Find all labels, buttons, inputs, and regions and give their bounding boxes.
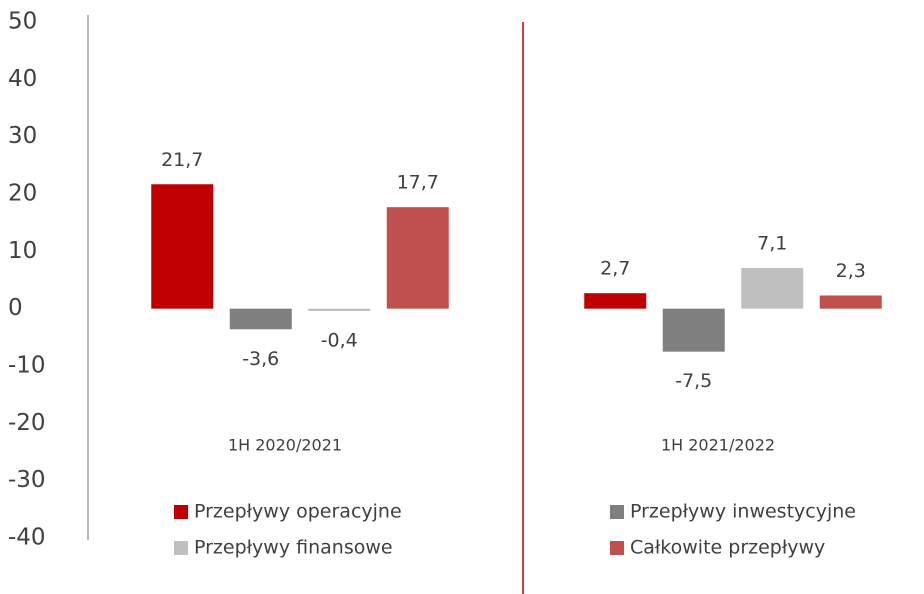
- y-tick-label: 20: [8, 181, 37, 207]
- y-tick-label: 40: [8, 66, 37, 92]
- legend-label: Przepływy finansowe: [194, 537, 393, 559]
- bar: [308, 308, 371, 311]
- bar: [151, 184, 214, 309]
- value-label: 2,7: [600, 258, 630, 280]
- value-label: 2,3: [836, 260, 866, 282]
- bar: [819, 295, 882, 309]
- y-tick-label: 50: [8, 9, 37, 35]
- legend-label: Przepływy inwestycyjne: [630, 501, 856, 523]
- y-tick-label: -30: [8, 467, 46, 493]
- legend-swatch: [610, 541, 624, 555]
- y-tick-label: -20: [8, 410, 46, 436]
- legend-swatch: [174, 505, 188, 519]
- legend-swatch: [174, 541, 188, 555]
- y-tick-label: -40: [8, 525, 46, 551]
- y-tick-label: 0: [8, 295, 23, 321]
- value-label: 17,7: [397, 172, 439, 194]
- legend-swatch: [610, 505, 624, 519]
- bar: [386, 207, 449, 309]
- y-tick-label: -10: [8, 353, 46, 379]
- y-tick-label: 30: [8, 123, 37, 149]
- value-label: -0,4: [321, 329, 358, 351]
- legend-label: Całkowite przepływy: [630, 537, 825, 559]
- value-label: 21,7: [161, 149, 203, 171]
- bar: [584, 293, 647, 309]
- value-label: 7,1: [757, 232, 787, 254]
- y-tick-label: 10: [8, 238, 37, 264]
- x-tick-label: 1H 2020/2021: [228, 436, 342, 455]
- bar: [662, 308, 725, 352]
- value-label: -7,5: [675, 370, 712, 392]
- bar: [229, 308, 292, 330]
- value-label: -3,6: [242, 348, 279, 370]
- x-tick-label: 1H 2021/2022: [661, 436, 775, 455]
- legend-label: Przepływy operacyjne: [194, 501, 402, 523]
- bar: [741, 267, 804, 309]
